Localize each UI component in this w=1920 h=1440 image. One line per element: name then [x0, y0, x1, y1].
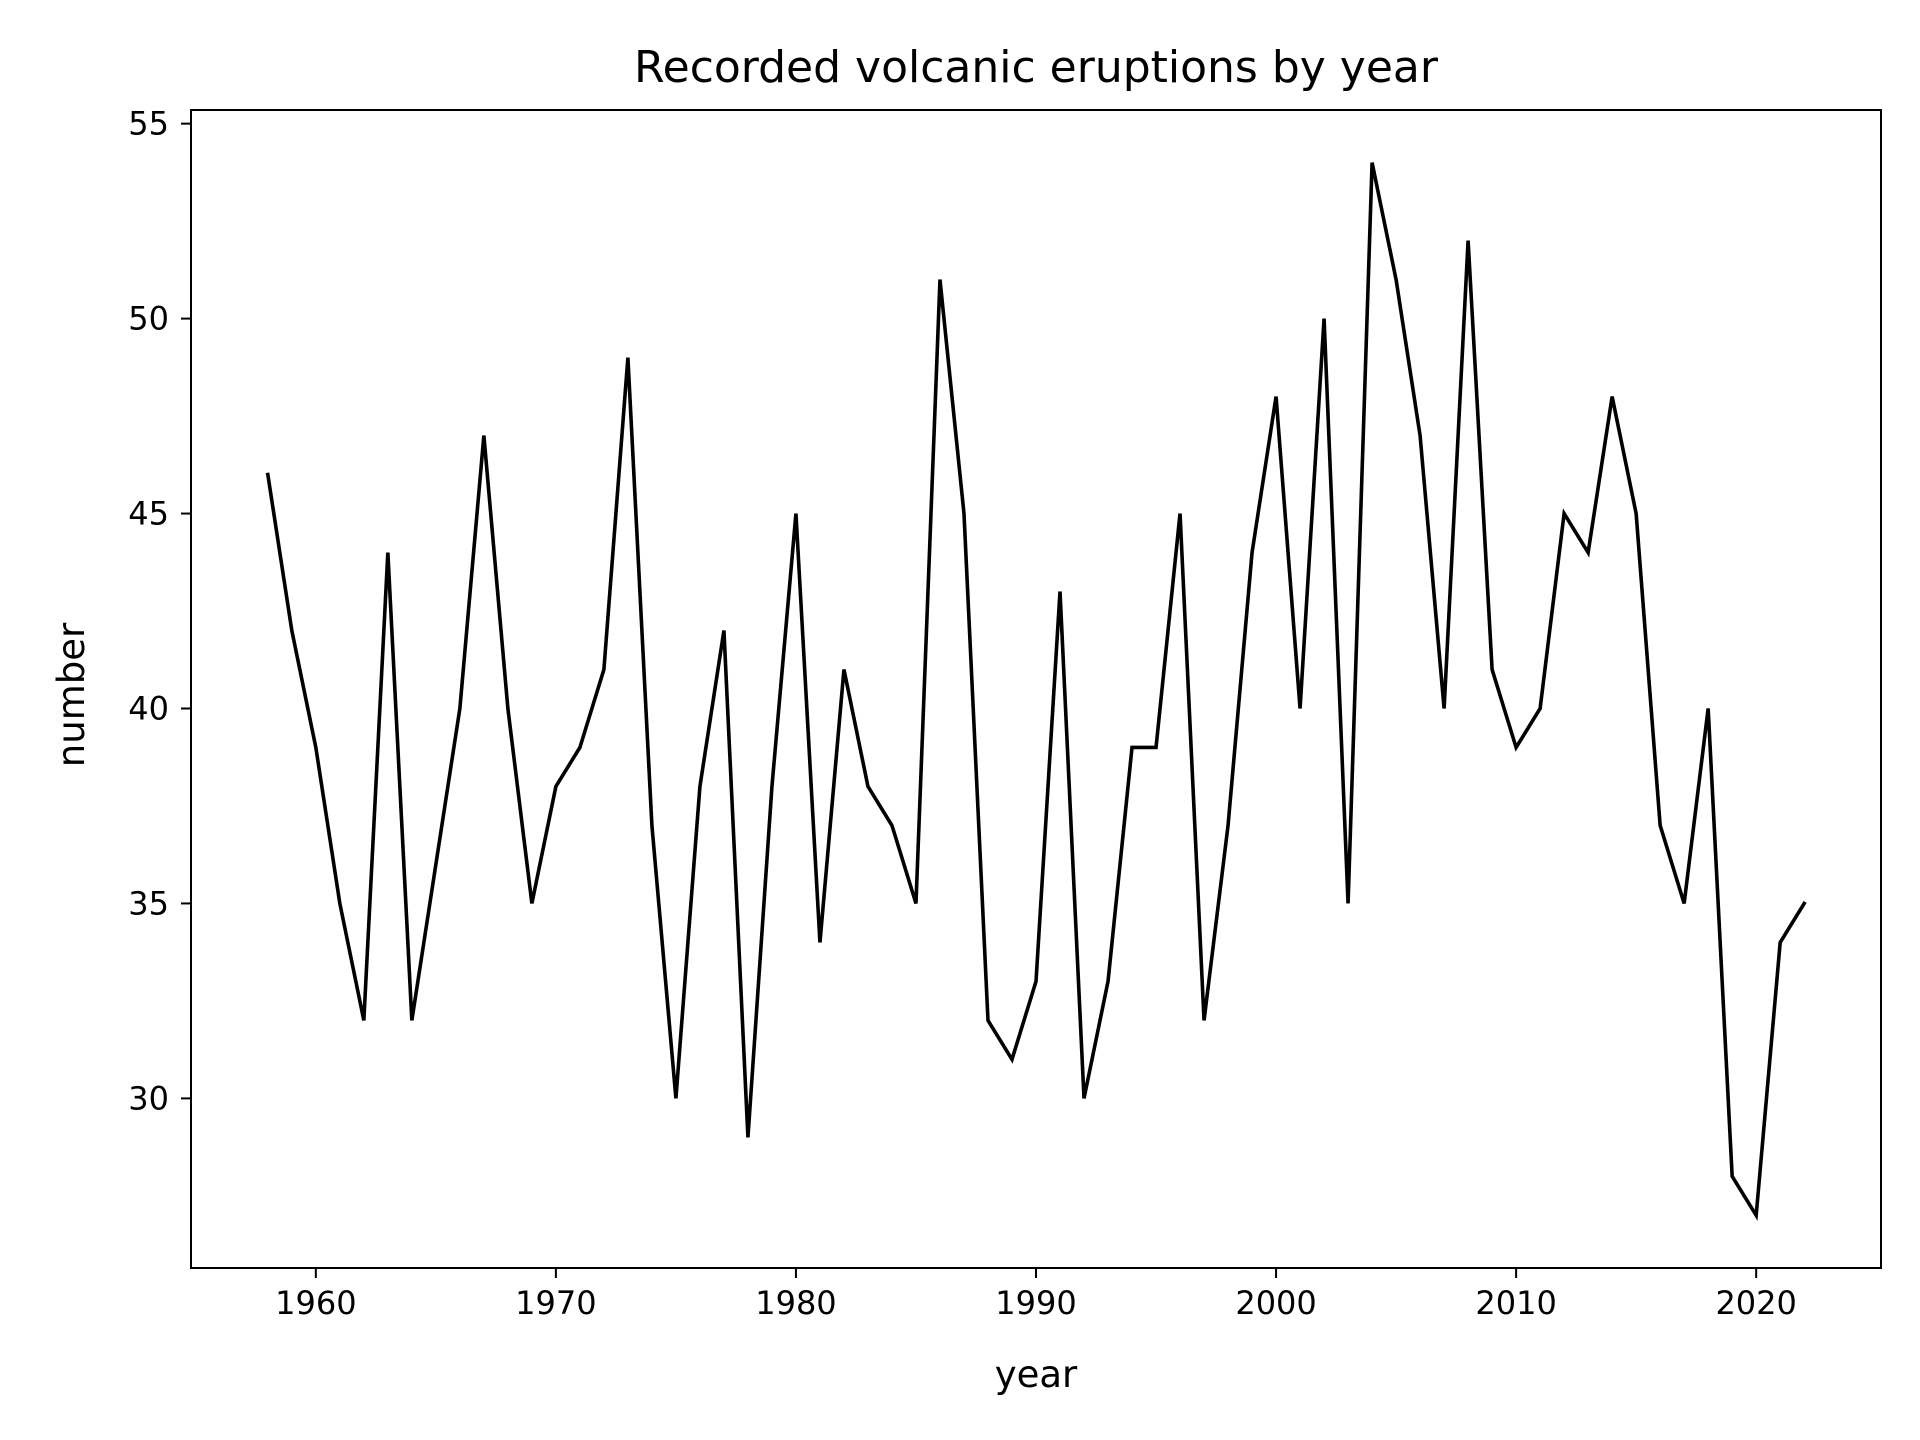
- y-tick-label: 45: [128, 495, 169, 533]
- data-point: [291, 629, 293, 631]
- data-point: [987, 1019, 989, 1021]
- data-point: [1131, 746, 1133, 748]
- data-point: [579, 746, 581, 748]
- data-point: [867, 785, 869, 787]
- data-point: [723, 629, 725, 631]
- data-point: [819, 941, 821, 943]
- data-point: [1707, 707, 1709, 709]
- data-point: [1755, 1214, 1757, 1216]
- y-tick-label: 55: [128, 105, 169, 143]
- data-point: [1059, 590, 1061, 592]
- data-point: [387, 551, 389, 553]
- data-point: [1299, 707, 1301, 709]
- data-point: [1419, 434, 1421, 436]
- data-point: [459, 707, 461, 709]
- data-point: [699, 785, 701, 787]
- data-point: [1011, 1058, 1013, 1060]
- data-point: [1683, 902, 1685, 904]
- data-point: [531, 902, 533, 904]
- data-point: [1371, 161, 1373, 163]
- data-point: [1083, 1097, 1085, 1099]
- data-point: [435, 863, 437, 865]
- data-point: [1107, 980, 1109, 982]
- data-point: [1731, 1175, 1733, 1177]
- data-point: [411, 1019, 413, 1021]
- data-point: [363, 1019, 365, 1021]
- data-point: [651, 824, 653, 826]
- data-point: [1035, 980, 1037, 982]
- data-point: [339, 902, 341, 904]
- data-point: [1587, 551, 1589, 553]
- data-point: [891, 824, 893, 826]
- data-point: [675, 1097, 677, 1099]
- data-point: [315, 746, 317, 748]
- data-point: [555, 785, 557, 787]
- data-point: [1563, 512, 1565, 514]
- data-point: [963, 512, 965, 514]
- data-point: [915, 902, 917, 904]
- data-point: [1251, 551, 1253, 553]
- y-tick-label: 50: [128, 300, 169, 338]
- y-axis-label: number: [50, 622, 93, 767]
- data-point: [1539, 707, 1541, 709]
- y-tick-label: 30: [128, 1079, 169, 1117]
- x-axis-label: year: [995, 1353, 1078, 1396]
- plot-area: 1960 1970 1980 1990 2000 2010 2020 30 35 40 45 50 55: [128, 105, 1882, 1322]
- data-point: [1491, 668, 1493, 670]
- data-point: [1659, 824, 1661, 826]
- data-point: [1323, 317, 1325, 319]
- data-point: [795, 512, 797, 514]
- data-point: [1779, 941, 1781, 943]
- y-tick-label: 35: [128, 884, 169, 922]
- data-point: [1443, 707, 1445, 709]
- data-point: [1803, 902, 1805, 904]
- data-point: [1635, 512, 1637, 514]
- data-point: [507, 707, 509, 709]
- data-point: [939, 278, 941, 280]
- data-point: [267, 473, 269, 475]
- x-tick-label: 2010: [1475, 1284, 1556, 1322]
- x-tick-label: 2020: [1715, 1284, 1796, 1322]
- chart-title: Recorded volcanic eruptions by year: [634, 42, 1439, 93]
- x-tick-label: 1970: [515, 1284, 596, 1322]
- data-point: [1227, 824, 1229, 826]
- data-point: [771, 785, 773, 787]
- data-point: [627, 356, 629, 358]
- data-point: [1275, 395, 1277, 397]
- x-tick-label: 1960: [275, 1284, 356, 1322]
- data-point: [1395, 278, 1397, 280]
- y-tick-label: 40: [128, 689, 169, 727]
- data-point: [1155, 746, 1157, 748]
- data-point: [843, 668, 845, 670]
- x-tick-label: 1990: [995, 1284, 1076, 1322]
- data-point: [1203, 1019, 1205, 1021]
- data-point: [1467, 239, 1469, 241]
- data-point: [1611, 395, 1613, 397]
- data-point: [1347, 902, 1349, 904]
- series-line: [265, 162, 1807, 1221]
- x-tick-label: 1980: [755, 1284, 836, 1322]
- data-point: [1179, 512, 1181, 514]
- data-point: [1515, 746, 1517, 748]
- data-point: [483, 434, 485, 436]
- data-point: [747, 1136, 749, 1138]
- x-tick-label: 2000: [1235, 1284, 1316, 1322]
- data-point: [603, 668, 605, 670]
